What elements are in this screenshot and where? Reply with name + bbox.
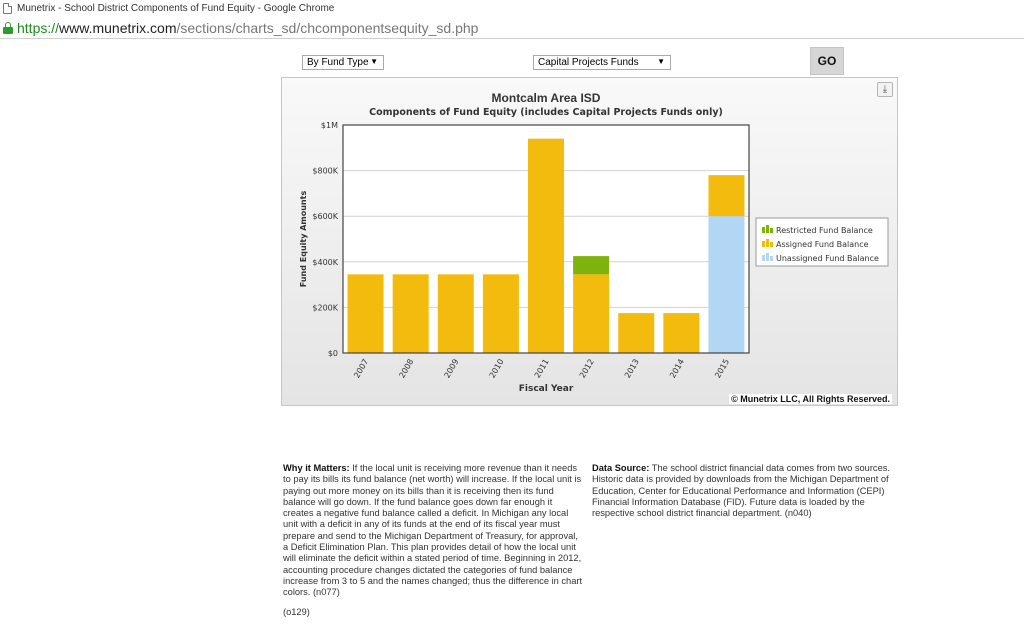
data-source: Data Source: The school district financi… [592, 463, 902, 519]
x-tick-label: 2009 [443, 358, 461, 380]
why-heading: Why it Matters: [283, 463, 350, 473]
fund-equity-chart: Montcalm Area ISD Components of Fund Equi… [299, 91, 889, 394]
legend-swatch-icon [762, 227, 765, 233]
bar-2007-assigned-fund-balance [347, 274, 384, 353]
download-icon[interactable]: ⤓ [877, 82, 893, 97]
address-bar[interactable]: https://www.munetrix.com/sections/charts… [0, 17, 1024, 39]
legend-item: Unassigned Fund Balance [776, 254, 879, 263]
x-tick-label: 2015 [713, 358, 731, 380]
chart-panel: Montcalm Area ISD Components of Fund Equi… [281, 77, 898, 406]
source-text: The school district financial data comes… [592, 463, 890, 519]
legend-item: Assigned Fund Balance [776, 240, 869, 249]
fund-type-select-value: By Fund Type [307, 57, 369, 68]
y-tick-label: $1M [321, 121, 338, 130]
page-icon [3, 2, 12, 14]
bar-2012-assigned-fund-balance [573, 274, 610, 353]
source-heading: Data Source: [592, 463, 650, 473]
y-tick-label: $600K [312, 212, 338, 221]
lock-icon [3, 21, 13, 34]
legend-swatch-icon [766, 253, 769, 261]
y-tick-label: $800K [312, 167, 338, 176]
window-titlebar: Munetrix - School District Components of… [0, 0, 1024, 16]
bar-2011-assigned-fund-balance [528, 138, 564, 353]
legend-swatch-icon [770, 242, 773, 247]
why-it-matters: Why it Matters: If the local unit is rec… [283, 463, 583, 599]
bar-2015-unassigned-fund-balance [708, 216, 745, 353]
legend-swatch-icon [762, 241, 765, 247]
x-tick-label: 2010 [488, 358, 506, 380]
bar-2008-assigned-fund-balance [392, 274, 429, 353]
x-tick-label: 2014 [668, 358, 686, 380]
chevron-down-icon: ▼ [370, 57, 378, 66]
x-tick-label: 2007 [352, 358, 370, 380]
y-axis-label: Fund Equity Amounts [299, 191, 308, 288]
y-tick-label: $0 [328, 349, 338, 358]
bar-2010-assigned-fund-balance [482, 274, 519, 353]
chart-subtitle: Components of Fund Equity (includes Capi… [369, 107, 723, 118]
fund-select[interactable]: Capital Projects Funds ▼ [533, 55, 671, 70]
bar-2015-assigned-fund-balance [708, 175, 745, 217]
legend-swatch-icon [770, 228, 773, 233]
legend-swatch-icon [766, 239, 769, 247]
y-tick-label: $400K [312, 258, 338, 267]
url-host: www.munetrix.com [59, 19, 177, 36]
fund-select-value: Capital Projects Funds [538, 57, 639, 68]
url-text[interactable]: https://www.munetrix.com/sections/charts… [17, 20, 478, 36]
bar-2009-assigned-fund-balance [437, 274, 474, 353]
why-text: If the local unit is receiving more reve… [283, 463, 583, 598]
bar-2014-assigned-fund-balance [663, 313, 700, 353]
x-tick-label: 2008 [397, 358, 415, 380]
url-path: /sections/charts_sd/chcomponentsequity_s… [176, 19, 479, 36]
copyright-text: © Munetrix LLC, All Rights Reserved. [729, 394, 892, 404]
fund-type-select[interactable]: By Fund Type ▼ [302, 55, 384, 70]
window-title: Munetrix - School District Components of… [17, 2, 335, 14]
chart-title: Montcalm Area ISD [492, 91, 601, 105]
legend-box [755, 217, 889, 267]
legend-item: Restricted Fund Balance [776, 226, 873, 235]
bar-2013-assigned-fund-balance [618, 313, 655, 353]
url-scheme: https:// [17, 19, 60, 36]
page-code: (o129) [283, 607, 310, 617]
legend-swatch-icon [766, 225, 769, 233]
legend-swatch-icon [762, 255, 765, 261]
go-button[interactable]: GO [810, 47, 844, 75]
x-tick-label: 2012 [578, 358, 596, 380]
legend-swatch-icon [770, 256, 773, 261]
plot-border [342, 124, 750, 354]
bar-2012-restricted-fund-balance [573, 256, 610, 275]
x-tick-label: 2013 [623, 358, 641, 380]
y-tick-label: $200K [312, 303, 338, 312]
x-axis-label: Fiscal Year [519, 384, 574, 394]
chevron-down-icon: ▼ [657, 57, 665, 66]
x-tick-label: 2011 [533, 358, 551, 380]
